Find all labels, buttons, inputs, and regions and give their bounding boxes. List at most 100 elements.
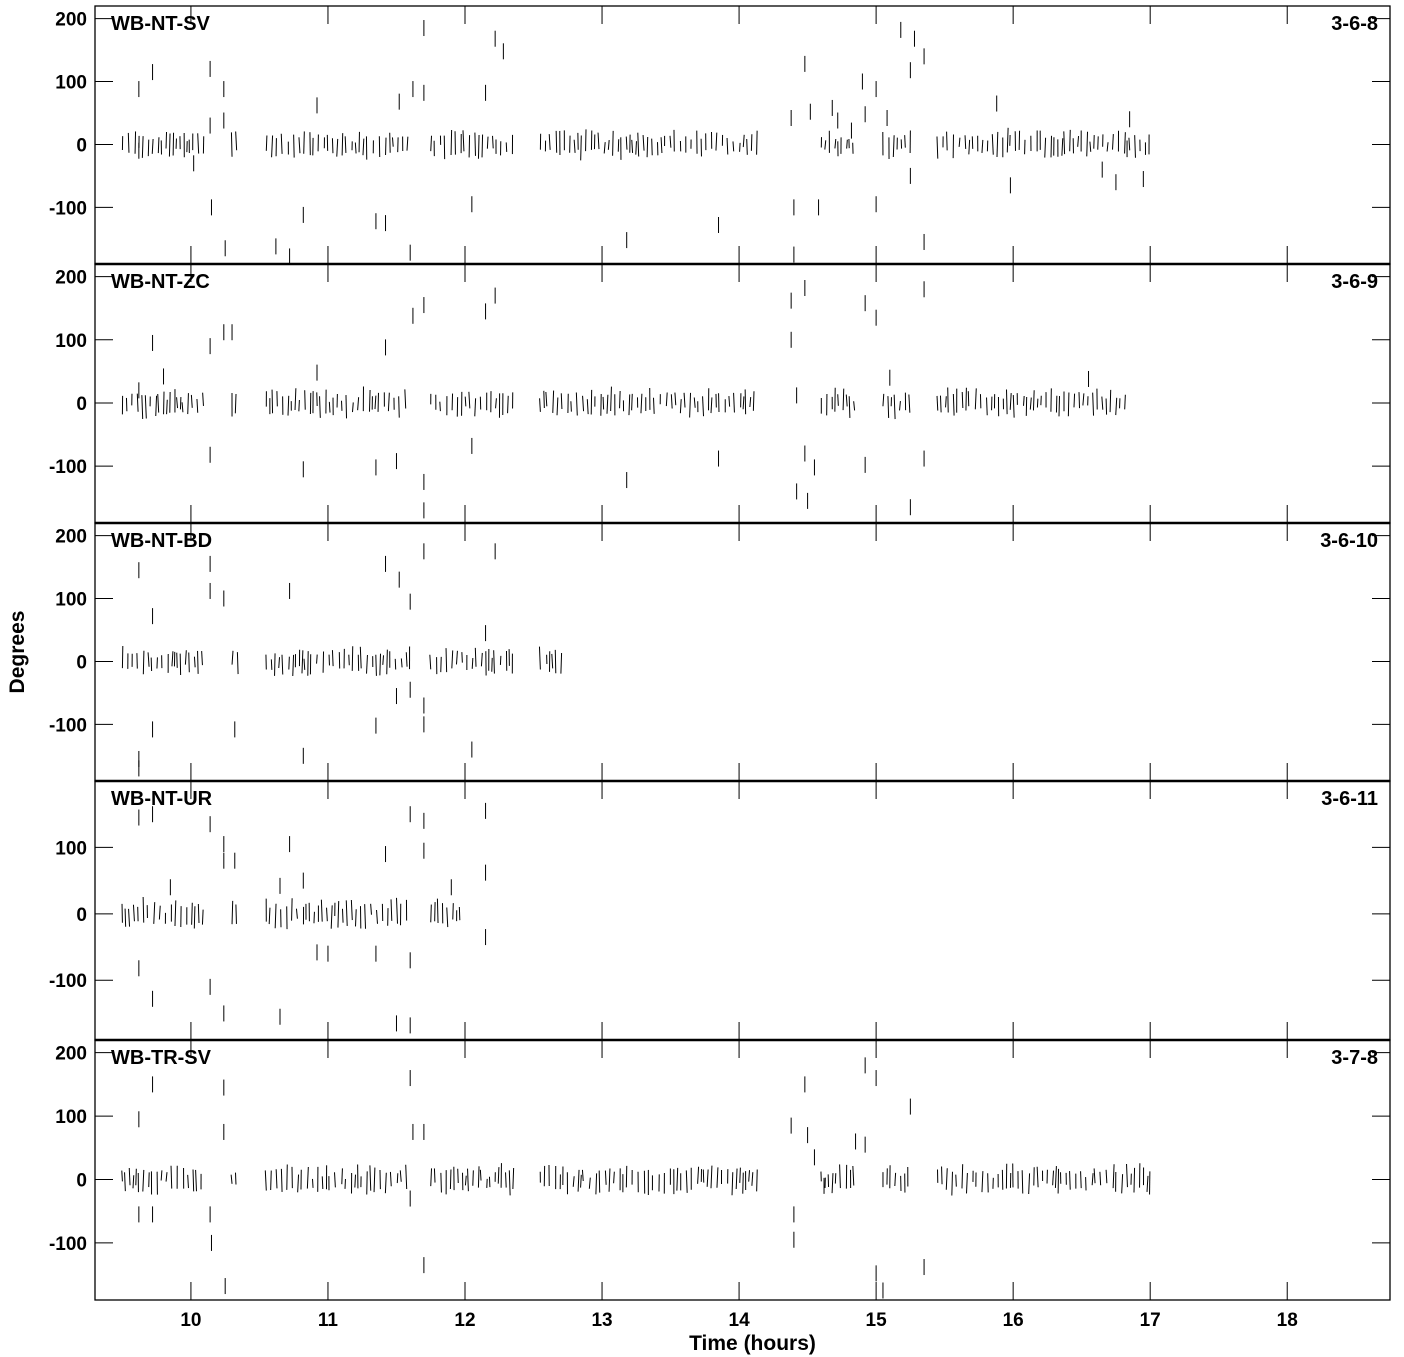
data-mark <box>556 397 559 416</box>
data-mark <box>188 652 190 673</box>
data-mark <box>1106 142 1109 152</box>
data-mark <box>1052 1170 1055 1186</box>
data-mark <box>181 402 184 413</box>
data-mark <box>706 1169 709 1187</box>
data-mark <box>457 1168 459 1184</box>
data-mark <box>455 650 458 665</box>
data-mark <box>492 135 494 149</box>
data-mark <box>575 392 578 416</box>
data-mark <box>341 133 344 156</box>
data-mark <box>987 1173 989 1193</box>
data-mark <box>610 386 612 412</box>
data-mark <box>235 904 237 924</box>
y-tick-label: 0 <box>76 652 87 673</box>
data-mark <box>265 135 268 151</box>
data-mark <box>952 393 955 416</box>
data-mark <box>628 394 631 416</box>
data-mark <box>271 135 274 158</box>
data-mark <box>752 391 755 411</box>
data-mark <box>606 394 609 414</box>
data-mark <box>899 401 901 411</box>
data-mark <box>945 1168 948 1190</box>
panel-code-label: 3-6-8 <box>1331 13 1378 35</box>
data-mark <box>373 1167 376 1193</box>
data-mark <box>331 650 334 667</box>
data-mark <box>1091 1173 1094 1186</box>
data-mark <box>619 390 621 409</box>
data-mark <box>331 138 334 154</box>
y-tick-label: 100 <box>55 331 87 352</box>
data-mark <box>174 900 177 926</box>
data-mark <box>292 654 295 677</box>
data-mark <box>436 898 439 923</box>
data-mark <box>439 401 441 412</box>
panel-frame-3 <box>94 522 1391 782</box>
data-mark <box>468 391 471 409</box>
baseline-label: WB-NT-BD <box>111 530 212 552</box>
data-mark <box>651 138 653 156</box>
panel-frame-1 <box>94 5 1391 265</box>
data-mark <box>303 658 306 670</box>
data-mark <box>236 652 239 675</box>
data-mark <box>751 1172 754 1186</box>
data-mark <box>635 141 637 155</box>
data-mark <box>887 396 890 418</box>
data-mark <box>386 649 388 675</box>
y-tick-label: 100 <box>55 838 87 859</box>
data-mark <box>301 650 304 674</box>
data-mark <box>128 908 131 927</box>
data-mark <box>676 1167 679 1191</box>
data-mark <box>735 1168 738 1189</box>
y-tick-label: 100 <box>55 1107 87 1128</box>
data-mark <box>733 392 735 413</box>
data-mark <box>497 1167 500 1184</box>
data-mark <box>127 132 130 153</box>
data-mark <box>966 1172 968 1194</box>
data-mark <box>196 398 199 413</box>
data-mark <box>451 650 454 669</box>
data-mark <box>749 397 752 408</box>
data-mark <box>341 908 344 923</box>
data-mark <box>376 909 378 924</box>
data-mark <box>430 1168 433 1187</box>
data-mark <box>495 398 497 409</box>
data-mark <box>429 654 432 670</box>
data-mark <box>264 1170 267 1191</box>
data-mark <box>486 136 489 149</box>
data-mark <box>298 400 300 412</box>
data-mark <box>1069 129 1071 152</box>
data-mark <box>746 138 748 155</box>
data-mark <box>1028 1173 1031 1195</box>
y-tick-label: 200 <box>55 268 87 289</box>
data-mark <box>964 135 967 149</box>
data-mark <box>607 140 610 150</box>
data-mark <box>545 391 548 407</box>
data-mark <box>405 652 408 667</box>
data-mark <box>637 132 640 157</box>
data-mark <box>1067 392 1070 417</box>
data-mark <box>345 395 348 419</box>
data-mark <box>572 1176 575 1187</box>
x-tick-label: 12 <box>454 1310 475 1331</box>
data-mark <box>462 130 465 152</box>
data-mark <box>187 393 189 415</box>
data-mark <box>306 1166 309 1189</box>
data-mark <box>846 139 848 149</box>
data-mark <box>481 134 484 158</box>
data-mark <box>852 1165 855 1186</box>
data-mark <box>608 1168 611 1192</box>
data-mark <box>231 650 234 665</box>
data-mark <box>153 902 156 924</box>
data-mark <box>354 142 357 154</box>
data-mark <box>390 899 393 921</box>
data-mark <box>124 1172 126 1192</box>
data-mark <box>512 1168 515 1190</box>
data-mark <box>452 903 454 920</box>
data-mark <box>981 1171 984 1193</box>
data-mark <box>270 659 273 670</box>
data-mark <box>170 1165 173 1189</box>
data-mark <box>642 135 645 151</box>
data-mark <box>1036 1166 1039 1188</box>
data-mark <box>202 392 204 406</box>
data-mark <box>355 909 357 927</box>
